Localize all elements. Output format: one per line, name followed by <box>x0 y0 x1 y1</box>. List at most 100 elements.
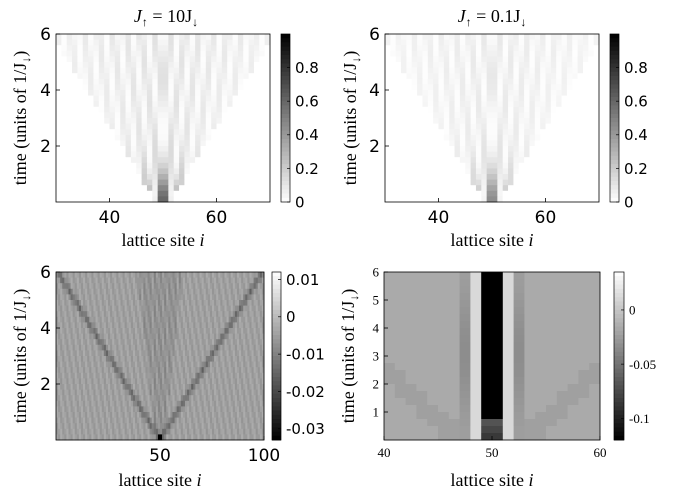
heatmap-cell <box>237 157 244 164</box>
heatmap-cell <box>518 45 525 52</box>
heatmap-cell <box>135 288 138 295</box>
heatmap-cell <box>168 39 175 46</box>
heatmap-cell <box>211 179 217 186</box>
heatmap-cell <box>182 372 186 379</box>
heatmap-cell <box>153 288 157 295</box>
heatmap-cell <box>104 112 110 119</box>
heatmap-cell <box>145 367 148 374</box>
heatmap-cell <box>232 395 236 402</box>
heatmap-cell <box>227 129 233 136</box>
heatmap-cell <box>163 73 169 80</box>
heatmap-cell <box>216 344 219 351</box>
heatmap-cell <box>243 140 249 147</box>
heatmap-cell <box>199 378 202 385</box>
heatmap-cell <box>166 406 169 413</box>
heatmap-cell <box>422 78 429 85</box>
heatmap-cell <box>157 50 164 57</box>
heatmap-cell <box>62 372 65 379</box>
heatmap-cell <box>465 56 471 63</box>
heatmap-cell <box>145 344 148 351</box>
heatmap-cell <box>221 118 228 124</box>
heatmap-cell <box>255 288 259 295</box>
heatmap-cell <box>83 344 86 351</box>
heatmap-cell <box>116 288 119 295</box>
heatmap-cell <box>83 389 86 396</box>
heatmap-cell <box>95 272 98 278</box>
heatmap-cell <box>518 84 525 91</box>
heatmap-cell <box>124 328 128 334</box>
heatmap-cell <box>534 95 541 102</box>
heatmap-cell <box>82 78 89 85</box>
heatmap-cell <box>80 378 84 385</box>
heatmap-cell <box>66 162 73 169</box>
heatmap-cell <box>255 305 259 312</box>
heatmap-cell <box>253 196 260 203</box>
heatmap-cell <box>245 311 248 318</box>
heatmap-cell <box>168 90 175 96</box>
heatmap-cell <box>120 78 126 85</box>
heatmap-cell <box>443 140 450 147</box>
colorbar-segment <box>281 88 290 94</box>
heatmap-cell <box>540 162 546 169</box>
heatmap-cell <box>98 95 105 102</box>
heatmap-cell <box>78 316 82 323</box>
heatmap-cell <box>82 101 89 108</box>
heatmap-cell <box>529 39 536 46</box>
heatmap-cell <box>195 106 201 113</box>
heatmap-cell <box>66 350 69 357</box>
heatmap-cell <box>237 62 244 68</box>
heatmap-cell <box>449 73 455 80</box>
heatmap-cell <box>239 356 242 362</box>
heatmap-cell <box>93 95 100 102</box>
heatmap-cell <box>205 400 209 407</box>
heatmap-cell <box>109 168 116 175</box>
heatmap-cell <box>97 283 101 290</box>
heatmap-cell <box>534 62 541 68</box>
heatmap-cell <box>95 305 98 312</box>
heatmap-cell <box>82 34 89 40</box>
heatmap-cell <box>561 56 568 63</box>
heatmap-cell <box>508 56 514 63</box>
heatmap-cell <box>91 384 94 390</box>
heatmap-cell <box>137 350 140 357</box>
heatmap-cell <box>136 123 142 130</box>
heatmap-cell <box>151 372 155 379</box>
heatmap-cell <box>61 179 68 186</box>
heatmap-cell <box>72 372 76 379</box>
heatmap-cell <box>103 328 107 334</box>
colorbar-segment <box>281 155 290 161</box>
heatmap-cell <box>438 129 445 136</box>
heatmap-cell <box>187 372 190 379</box>
heatmap-cell <box>411 67 418 74</box>
heatmap-cell <box>497 185 504 192</box>
heatmap-cell <box>58 356 61 362</box>
heatmap-cell <box>141 350 144 357</box>
heatmap-cell <box>139 316 142 323</box>
heatmap-cell <box>95 350 98 357</box>
heatmap-cell <box>209 350 213 357</box>
heatmap-cell <box>83 384 86 390</box>
heatmap-cell <box>556 78 562 85</box>
heatmap-cell <box>72 146 78 152</box>
heatmap-cell <box>74 288 78 295</box>
heatmap-cell <box>101 311 105 318</box>
heatmap-cell <box>95 339 98 346</box>
heatmap-cell <box>470 73 477 80</box>
heatmap-cell <box>155 311 159 318</box>
heatmap-cell <box>98 62 105 68</box>
heatmap-cell <box>184 361 188 368</box>
heatmap-cell <box>249 367 252 374</box>
heatmap-cell <box>68 316 71 323</box>
heatmap-cell <box>216 283 219 290</box>
heatmap-cell <box>157 389 161 396</box>
heatmap-cell <box>88 78 94 85</box>
heatmap-cell <box>390 62 397 68</box>
heatmap-cell <box>110 294 113 301</box>
heatmap-cell <box>68 288 71 295</box>
heatmap-cell <box>108 316 111 323</box>
heatmap-cell <box>193 356 196 362</box>
heatmap-cell <box>87 395 90 402</box>
heatmap-cell <box>224 361 227 368</box>
heatmap-cell <box>182 339 186 346</box>
heatmap-cell <box>101 378 105 385</box>
